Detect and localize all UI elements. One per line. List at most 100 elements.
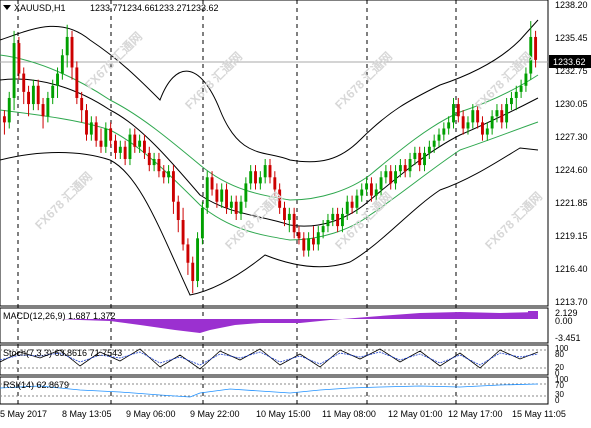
candle-up [258,177,262,184]
candle-down [389,171,393,184]
candle-up [355,195,359,208]
price-tick: 1230.05 [555,99,588,109]
candle-up [65,36,69,56]
candle-up [60,55,64,74]
candle-up [408,158,412,172]
candle-down [171,171,175,202]
candle-up [345,201,349,214]
symbol-label: XAUUSD,H1 [14,3,66,13]
candle-up [471,110,475,123]
price-tick: 1227.30 [555,132,588,142]
candle-up [196,238,200,282]
time-tick: 5 May 2017 [0,409,47,419]
candle-up [379,177,383,190]
candle-down [403,165,407,172]
candle-up [423,152,426,166]
candle-up [365,183,369,190]
stoch-tick: 20 [555,363,564,372]
price-tick: 1224.60 [555,165,588,175]
candle-down [147,152,151,166]
candle-up [485,128,489,135]
candle-down [123,146,127,159]
candle-up [321,226,325,233]
candle-up [244,183,248,202]
moving-average-line-2 [0,54,539,201]
candle-down [234,201,238,214]
stoch-tick: 80 [555,350,564,359]
candle-down [302,238,306,251]
candle-down [278,189,282,208]
candle-up [331,213,335,221]
candle-down [369,183,373,196]
candle-down [186,244,190,263]
candle-up [495,110,499,117]
candle-down [85,110,88,135]
time-axis: 5 May 2017 8 May 13:05 9 May 06:00 9 May… [0,409,566,419]
candle-down [273,177,277,190]
time-tick: 10 May 15:00 [256,409,311,419]
candle-up [263,165,267,178]
macd-tick: 0.00 [555,316,573,326]
candle-up [360,189,364,196]
macd-histogram [0,312,538,333]
candle-down [312,238,315,245]
candle-up [316,232,320,245]
candle-up [442,128,446,135]
time-tick: 12 May 17:00 [448,409,503,419]
candle-down [162,171,166,178]
ohlc-high: 1234.66 [122,3,155,13]
price-tick: 1221.85 [555,198,588,208]
candle-up [524,73,528,86]
candle-down [94,122,98,141]
candle-down [133,134,137,147]
candle-up [249,171,253,184]
candle-down [350,201,354,208]
candle-down [109,128,113,141]
candle-up [466,122,470,129]
candle-up [31,85,35,105]
candle-up [205,177,209,208]
time-tick: 12 May 01:00 [388,409,443,419]
candle-up [167,171,171,178]
candle-up [239,201,243,214]
macd-signal-box [528,311,538,319]
time-tick: 15 May 11:05 [512,409,566,419]
candle-up [89,122,93,135]
time-tick: 9 May 06:00 [126,409,176,419]
candle-down [27,91,31,105]
candle-down [99,140,103,147]
time-tick: 11 May 08:00 [322,409,376,419]
candle-up [413,152,417,159]
candlestick-series [2,21,538,294]
candle-up [138,140,142,147]
candle-down [22,73,26,92]
candle-down [225,189,228,208]
dropdown-triangle-icon[interactable] [3,5,11,10]
candle-up [128,134,132,159]
candle-down [70,36,74,68]
candle-up [7,97,11,123]
candle-down [268,165,272,178]
candle-down [41,104,45,117]
ohlc-low: 1233.27 [154,3,187,13]
candle-up [432,140,436,147]
indicator-lines [0,19,539,296]
candle-down [114,140,117,153]
main-price-panel[interactable] [0,0,549,307]
candle-down [292,213,296,233]
macd-label: MACD(12,26,9) 1.687 1.372 [3,311,116,321]
candle-up [437,134,441,141]
candle-up [220,189,224,202]
stoch-label: Stoch(7,3,3) 63.8616 71.7543 [3,348,122,358]
price-tick: 1216.40 [555,264,588,274]
last-price-value: 1233.62 [553,57,586,67]
candle-up [427,146,431,153]
price-tick: 1219.15 [555,231,588,241]
rsi-tick: 70 [555,381,564,390]
candle-down [157,158,161,172]
candle-up [104,128,108,147]
candle-up [505,104,509,123]
candle-down [481,122,484,135]
candle-down [254,171,257,184]
